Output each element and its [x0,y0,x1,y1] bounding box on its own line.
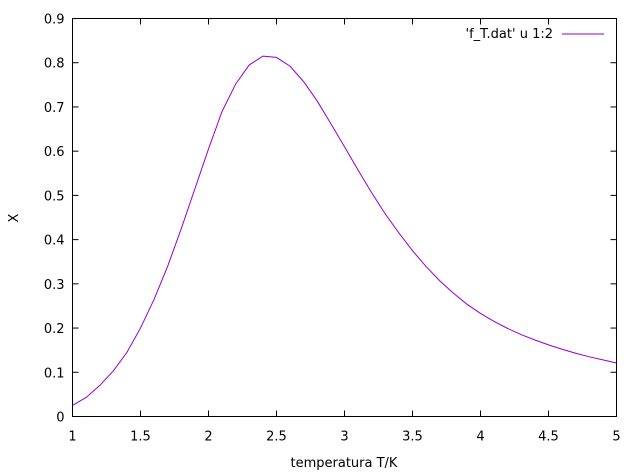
y-tick-label: 0.9 [44,13,65,28]
x-tick-label: 4 [476,430,484,445]
series-line [72,55,617,406]
y-tick-label: 0.4 [44,234,65,249]
plot-frame [72,18,617,417]
y-tick-label: 0.7 [44,101,65,116]
y-tick-label: 0.2 [44,322,65,337]
legend: 'f_T.dat' u 1:2 [466,27,604,42]
series-layer [72,55,617,406]
x-tick-label: 5 [612,430,620,445]
y-tick-label: 0.8 [44,57,65,72]
y-tick-label: 0 [56,411,64,426]
x-tick-label: 1 [68,430,76,445]
x-tick-label: 3 [340,430,348,445]
y-axis-label: X [7,213,22,222]
x-tick-label: 2 [204,430,212,445]
x-tick-label: 3.5 [402,430,423,445]
axis-tick-labels: 1 1.5 2 2.5 3 3.5 4 4.5 5 0 0.1 0.2 0.3 0.4 0.5 0.6 0.7 0… [44,13,621,445]
legend-label: 'f_T.dat' u 1:2 [466,27,554,42]
x-axis-label: temperatura T/K [291,456,398,471]
y-tick-label: 0.5 [44,189,65,204]
y-tick-label: 0.1 [44,366,65,381]
x-tick-label: 4.5 [538,430,559,445]
y-tick-label: 0.3 [44,278,65,293]
y-tick-label: 0.6 [44,145,65,160]
x-tick-label: 1.5 [130,430,151,445]
x-tick-label: 2.5 [266,430,287,445]
